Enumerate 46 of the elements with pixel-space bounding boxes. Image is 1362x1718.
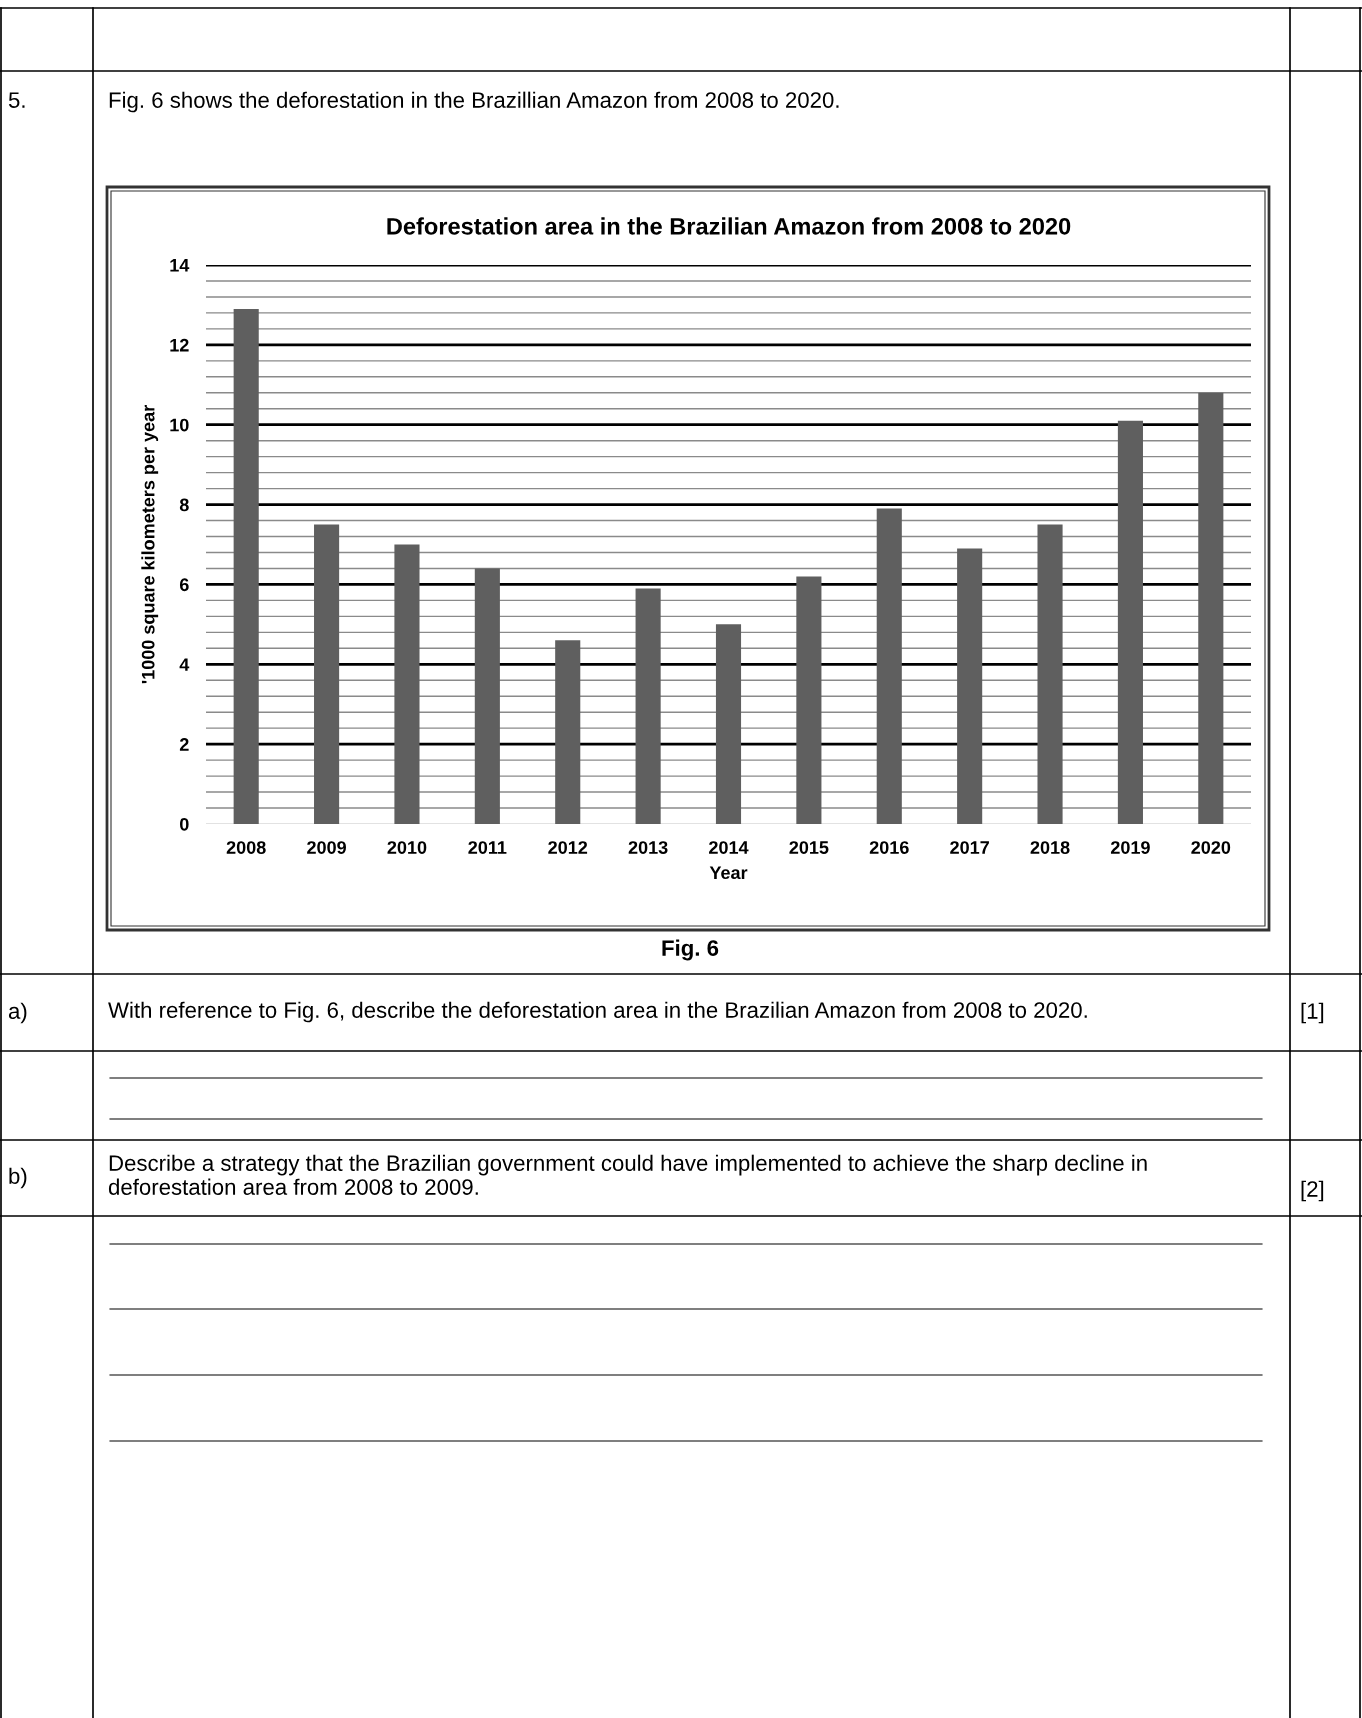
caption: Fig. 6 [662,939,719,961]
bar [314,524,340,824]
x-axis-title: Year [709,866,748,880]
x-tick-label: 2018 [1030,841,1070,854]
bar [394,544,420,824]
x-tick-label: 2019 [1110,841,1150,854]
y-axis-title: '1000 square kilometers per year [141,405,159,684]
y-tick-label: 14 [170,259,190,272]
bar [233,308,259,824]
x-tick-label: 2008 [226,841,266,854]
text: Describe a strategy that the Brazilian government could have implemented to achieve the sharp decline in deforestation area from 2008 to 2009. [108,1154,1147,1195]
y-tick-label: 10 [170,418,189,432]
bar [1198,392,1224,824]
x-tick-label: 2010 [387,841,427,854]
x-tick-label: 2013 [628,841,668,854]
y-tick-label: 12 [170,338,189,352]
bar [957,548,983,824]
x-tick-label: 2016 [869,841,909,854]
x-tick-label: 2012 [548,841,588,854]
y-tick-label: 4 [179,658,190,671]
caption: Fig. 6 shows the deforestation in the Brazillian Amazon from 2008 to 2020. [109,91,839,113]
bar [715,624,742,824]
bar [876,508,902,824]
x-tick-label: 2009 [307,841,346,854]
bar [796,576,822,824]
x-tick-label: 2011 [468,841,507,854]
x-tick-label: 2020 [1191,841,1231,854]
y-tick-label: 0 [180,817,189,831]
y-tick-label: 2 [179,738,189,751]
y-tick-label: 6 [179,578,189,592]
bar [1117,420,1143,824]
text: With reference to Fig. 6, describe the deforestation area in the Brazilian Amazon from 2008 to 2020. [108,1001,1087,1023]
text: [1] [1301,1002,1324,1024]
chart-title: Deforestation area in the Brazilian Amazon from 2008 to 2020 [387,217,1071,235]
y-tick-label: 8 [179,498,189,512]
x-tick-label: 2017 [950,841,989,854]
bar [1037,524,1063,824]
text: [2] [1301,1180,1324,1202]
bar [635,588,661,824]
bar [555,640,581,824]
text: a) [8,1002,27,1024]
x-tick-label: 2015 [789,841,829,854]
x-tick-label: 2014 [709,841,749,854]
text: b) [9,1167,27,1189]
text: 5. [8,92,25,108]
bar [474,568,500,824]
